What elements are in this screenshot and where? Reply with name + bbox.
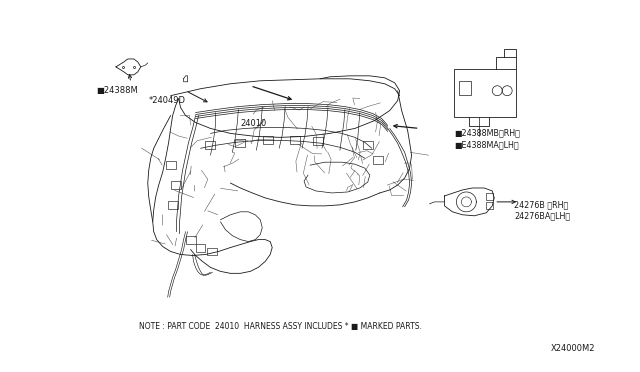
Text: *24049D: *24049D (148, 96, 186, 105)
Bar (486, 202, 493, 209)
Text: 24010: 24010 (241, 119, 267, 128)
Text: NOTE : PART CODE  24010  HARNESS ASSY INCLUDES * ■ MARKED PARTS.: NOTE : PART CODE 24010 HARNESS ASSY INCL… (139, 322, 422, 331)
Bar (205, 141, 216, 149)
Bar (171, 181, 180, 189)
Bar (363, 141, 372, 149)
Text: ■24388M: ■24388M (96, 86, 138, 95)
Bar (263, 137, 273, 144)
Text: X24000M2: X24000M2 (551, 344, 595, 353)
Text: ■E4388MA〈LH〉: ■E4388MA〈LH〉 (454, 140, 519, 149)
Bar (186, 235, 196, 244)
Bar (460, 81, 471, 95)
Text: 24276BA〈LH〉: 24276BA〈LH〉 (514, 212, 570, 221)
Text: 24276B 〈RH〉: 24276B 〈RH〉 (514, 200, 568, 209)
Bar (166, 161, 175, 169)
Bar (313, 137, 323, 145)
Bar (486, 193, 493, 200)
Bar (290, 137, 300, 144)
Bar (372, 156, 383, 164)
Text: ■24388MB〈RH〉: ■24388MB〈RH〉 (454, 128, 520, 137)
Bar (236, 140, 245, 147)
Bar (168, 201, 178, 209)
Bar (196, 244, 205, 251)
Bar (454, 69, 516, 116)
Bar (207, 247, 218, 256)
